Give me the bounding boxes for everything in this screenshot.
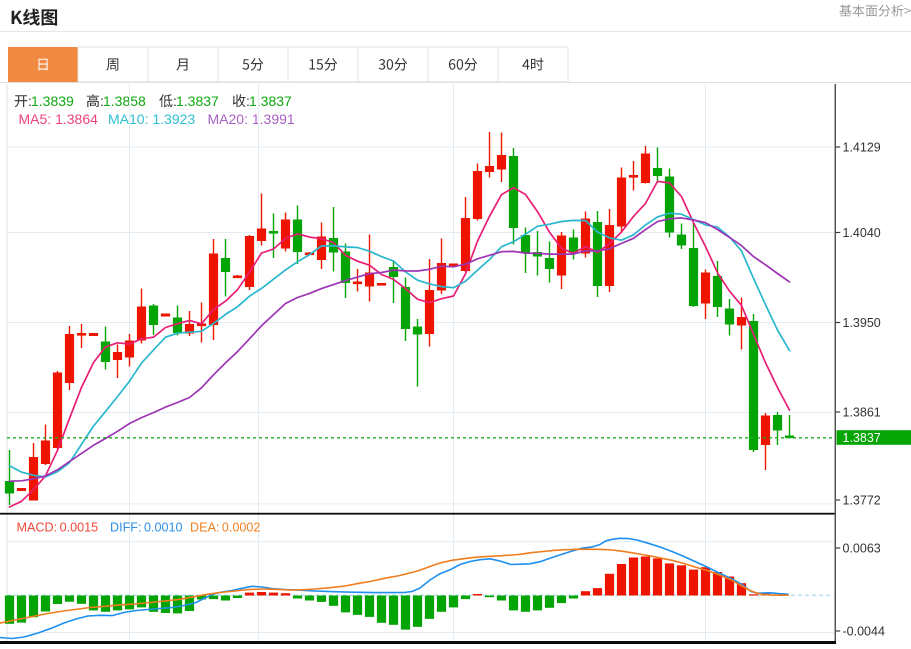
svg-text:1.3837: 1.3837 [176,93,219,109]
svg-text:DEA:0.0002: DEA:0.0002 [190,521,260,535]
svg-text:1.3837: 1.3837 [249,93,292,109]
svg-text:1.3837: 1.3837 [843,431,881,445]
svg-text:1.3950: 1.3950 [843,316,881,330]
svg-text:MA20: 1.3991: MA20: 1.3991 [208,111,295,127]
svg-text:1.4040: 1.4040 [843,226,881,240]
svg-text:1.4129: 1.4129 [843,141,881,155]
svg-text:1.3858: 1.3858 [103,93,146,109]
svg-text:MA5: 1.3864: MA5: 1.3864 [19,111,99,127]
svg-text:DIFF:0.0010: DIFF:0.0010 [110,521,183,535]
svg-text:1.3839: 1.3839 [31,93,74,109]
svg-text:-0.0044: -0.0044 [843,625,885,639]
svg-text:MA10: 1.3923: MA10: 1.3923 [108,111,195,127]
svg-text:0.0063: 0.0063 [843,542,881,556]
svg-text:1.3772: 1.3772 [843,494,881,508]
svg-text:1.3861: 1.3861 [843,406,881,420]
